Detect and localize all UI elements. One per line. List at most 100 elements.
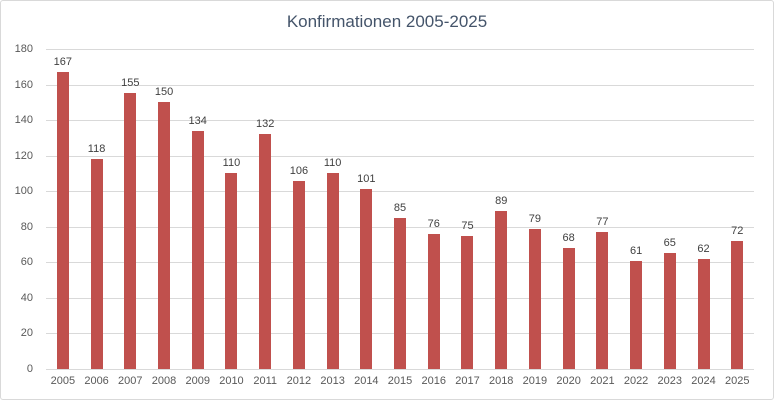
bar-column: 118	[80, 49, 114, 369]
bar-column: 110	[215, 49, 249, 369]
bar-value-label: 118	[87, 143, 106, 156]
bar-column: 101	[349, 49, 383, 369]
bar	[596, 232, 609, 369]
gridline	[46, 84, 754, 86]
x-tick-label: 2005	[50, 375, 76, 387]
x-tick-label: 2007	[118, 375, 143, 387]
x-tick-label: 2024	[691, 375, 716, 387]
bar-value-label: 167	[53, 56, 73, 69]
gridline	[46, 191, 754, 193]
y-tick-label: 60	[20, 256, 33, 269]
x-tick-label: 2006	[84, 375, 109, 387]
bar	[731, 241, 744, 369]
plot-area: 167 118 155 150 134 110 132 106 110 101 85 76 75 89 79…	[46, 49, 754, 370]
bar-value-label: 75	[461, 219, 474, 232]
bar-column: 77	[586, 49, 620, 369]
bar-column: 65	[653, 49, 687, 369]
bar	[90, 159, 103, 369]
bar-column: 132	[248, 49, 282, 369]
bar	[562, 248, 575, 369]
y-tick-label: 160	[14, 78, 33, 91]
x-tick-label: 2016	[421, 375, 446, 387]
bar-column: 72	[720, 49, 754, 369]
bar-value-label: 110	[222, 157, 241, 170]
bar-column: 106	[282, 49, 316, 369]
bar	[158, 102, 171, 369]
x-tick-label: 2022	[623, 375, 649, 387]
bar	[630, 260, 643, 369]
gridline	[46, 155, 754, 157]
bar-value-label: 89	[495, 194, 508, 207]
bar-value-label: 101	[357, 173, 376, 186]
gridline	[46, 120, 754, 122]
x-tick-label: 2010	[219, 375, 244, 387]
bar-value-label: 155	[121, 77, 140, 90]
bar-column: 76	[417, 49, 451, 369]
bar-column: 85	[383, 49, 417, 369]
y-tick-label: 40	[20, 291, 33, 304]
bar-column: 61	[619, 49, 653, 369]
bar-column: 62	[687, 49, 721, 369]
bar-column: 68	[552, 49, 586, 369]
bar-value-label: 85	[393, 201, 407, 214]
x-tick-label: 2025	[724, 375, 750, 387]
bars-row: 167 118 155 150 134 110 132 106 110 101 85 76 75 89 79…	[46, 49, 754, 369]
x-tick-label: 2013	[320, 375, 345, 387]
y-tick-label: 140	[14, 114, 33, 127]
bar	[495, 210, 508, 369]
y-tick-label: 180	[14, 43, 33, 55]
bar-value-label: 68	[562, 232, 575, 245]
bar	[663, 253, 676, 369]
y-tick-label: 0	[26, 363, 33, 375]
x-tick-label: 2009	[185, 375, 210, 387]
bar-value-label: 77	[596, 216, 609, 229]
x-tick-label: 2012	[286, 375, 312, 387]
gridline	[46, 49, 754, 50]
y-tick-label: 80	[20, 220, 33, 233]
bar	[191, 130, 204, 369]
bar-column: 79	[518, 49, 552, 369]
bar-value-label: 134	[188, 114, 207, 127]
x-tick-label: 2020	[556, 375, 581, 387]
bar	[259, 134, 272, 369]
bar-value-label: 61	[629, 244, 643, 257]
bar-value-label: 110	[323, 157, 342, 170]
bar-column: 150	[147, 49, 181, 369]
bar-column: 167	[46, 49, 80, 369]
bar-column: 134	[181, 49, 215, 369]
bar	[225, 173, 238, 369]
x-tick-label: 2017	[455, 375, 480, 387]
bar-value-label: 72	[731, 225, 744, 237]
bar	[360, 189, 373, 369]
x-tick-label: 2011	[253, 375, 277, 387]
y-tick-label: 20	[20, 327, 33, 340]
x-tick-label: 2018	[488, 375, 514, 387]
x-tick-label: 2021	[590, 375, 615, 387]
bar-value-label: 132	[255, 118, 275, 131]
x-tick-label: 2015	[387, 375, 413, 387]
bar-value-label: 65	[663, 237, 676, 250]
x-tick-label: 2019	[522, 375, 548, 387]
bar-column: 89	[484, 49, 518, 369]
bar-value-label: 79	[528, 212, 542, 225]
bar-column: 75	[451, 49, 485, 369]
bar-value-label: 150	[154, 86, 174, 99]
x-tick-label: 2023	[657, 375, 683, 387]
bar-value-label: 76	[427, 217, 440, 230]
x-axis: 2005 2006 2007 2008 2009 2010 2011 2012 2013 2014…	[46, 375, 754, 387]
x-tick-label: 2008	[151, 375, 177, 387]
bar	[56, 72, 69, 369]
bar	[124, 93, 137, 369]
bar-value-label: 106	[289, 164, 309, 177]
bar	[461, 235, 474, 369]
y-axis: 0 20 40 60 80 100 120 140 160 180	[1, 43, 39, 375]
bar	[697, 258, 710, 369]
bar	[292, 180, 305, 369]
bar-value-label: 62	[697, 242, 710, 255]
bar-column: 155	[113, 49, 147, 369]
y-tick-label: 100	[14, 185, 33, 198]
bar	[326, 173, 339, 369]
bar	[528, 228, 541, 369]
y-tick-label: 120	[14, 149, 33, 162]
